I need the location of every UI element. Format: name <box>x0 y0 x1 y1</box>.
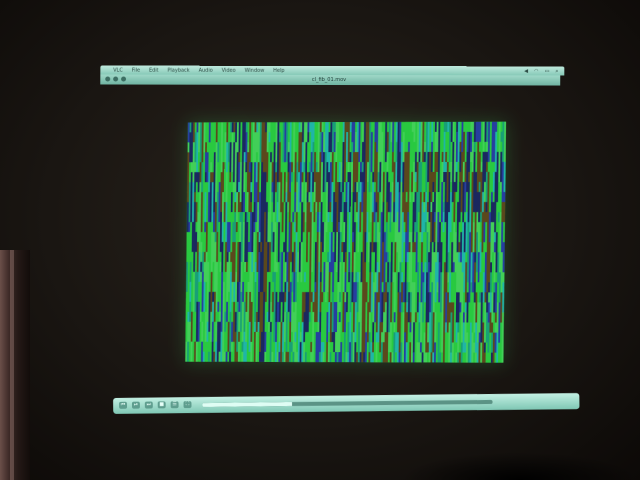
menu-item-playback[interactable]: Playback <box>167 67 189 73</box>
video-viewer[interactable] <box>185 122 506 363</box>
menu-item-edit[interactable]: Edit <box>149 67 159 73</box>
audience-silhouette <box>400 452 640 480</box>
menu-item-video[interactable]: Video <box>222 67 236 73</box>
stop-icon[interactable]: ■ <box>158 401 166 408</box>
window-titlebar: cl_fib_01.mov <box>100 75 560 86</box>
projection-haze <box>185 122 506 363</box>
projected-screen: VLC File Edit Playback Audio Video Windo… <box>96 66 563 434</box>
minimize-window-button[interactable] <box>113 77 118 82</box>
window-controls <box>105 77 126 82</box>
fullscreen-icon[interactable]: ⛶ <box>183 401 191 408</box>
spotlight-icon[interactable]: ⌕ <box>555 68 558 74</box>
menubar-extras: ◀ ◠ ▭ ⌕ <box>524 68 564 74</box>
menu-item-file[interactable]: File <box>132 67 140 73</box>
playback-controller: ⏮ ⏯ ⏭ ■ ☰ ⛶ <box>113 393 579 414</box>
window-title: cl_fib_01.mov <box>312 77 346 83</box>
menu-item-help[interactable]: Help <box>273 67 284 73</box>
volume-icon[interactable]: ◀ <box>524 68 528 74</box>
menu-item-vlc[interactable]: VLC <box>113 67 123 73</box>
timeline-scrubber[interactable] <box>202 400 492 407</box>
zoom-window-button[interactable] <box>121 77 126 82</box>
close-window-button[interactable] <box>105 77 110 82</box>
battery-icon[interactable]: ▭ <box>545 68 550 74</box>
playlist-icon[interactable]: ☰ <box>171 401 179 408</box>
controller-buttons: ⏮ ⏯ ⏭ ■ ☰ ⛶ <box>119 401 191 409</box>
play-pause-icon[interactable]: ⏯ <box>132 402 140 409</box>
wifi-icon[interactable]: ◠ <box>534 68 538 74</box>
heatmap-visualization <box>185 122 506 363</box>
menu-item-window[interactable]: Window <box>245 67 265 73</box>
timeline-progress <box>202 402 292 407</box>
projector-screen-edge <box>0 250 30 480</box>
menu-item-audio[interactable]: Audio <box>199 67 213 73</box>
next-icon[interactable]: ⏭ <box>145 401 153 408</box>
previous-icon[interactable]: ⏮ <box>119 402 127 409</box>
